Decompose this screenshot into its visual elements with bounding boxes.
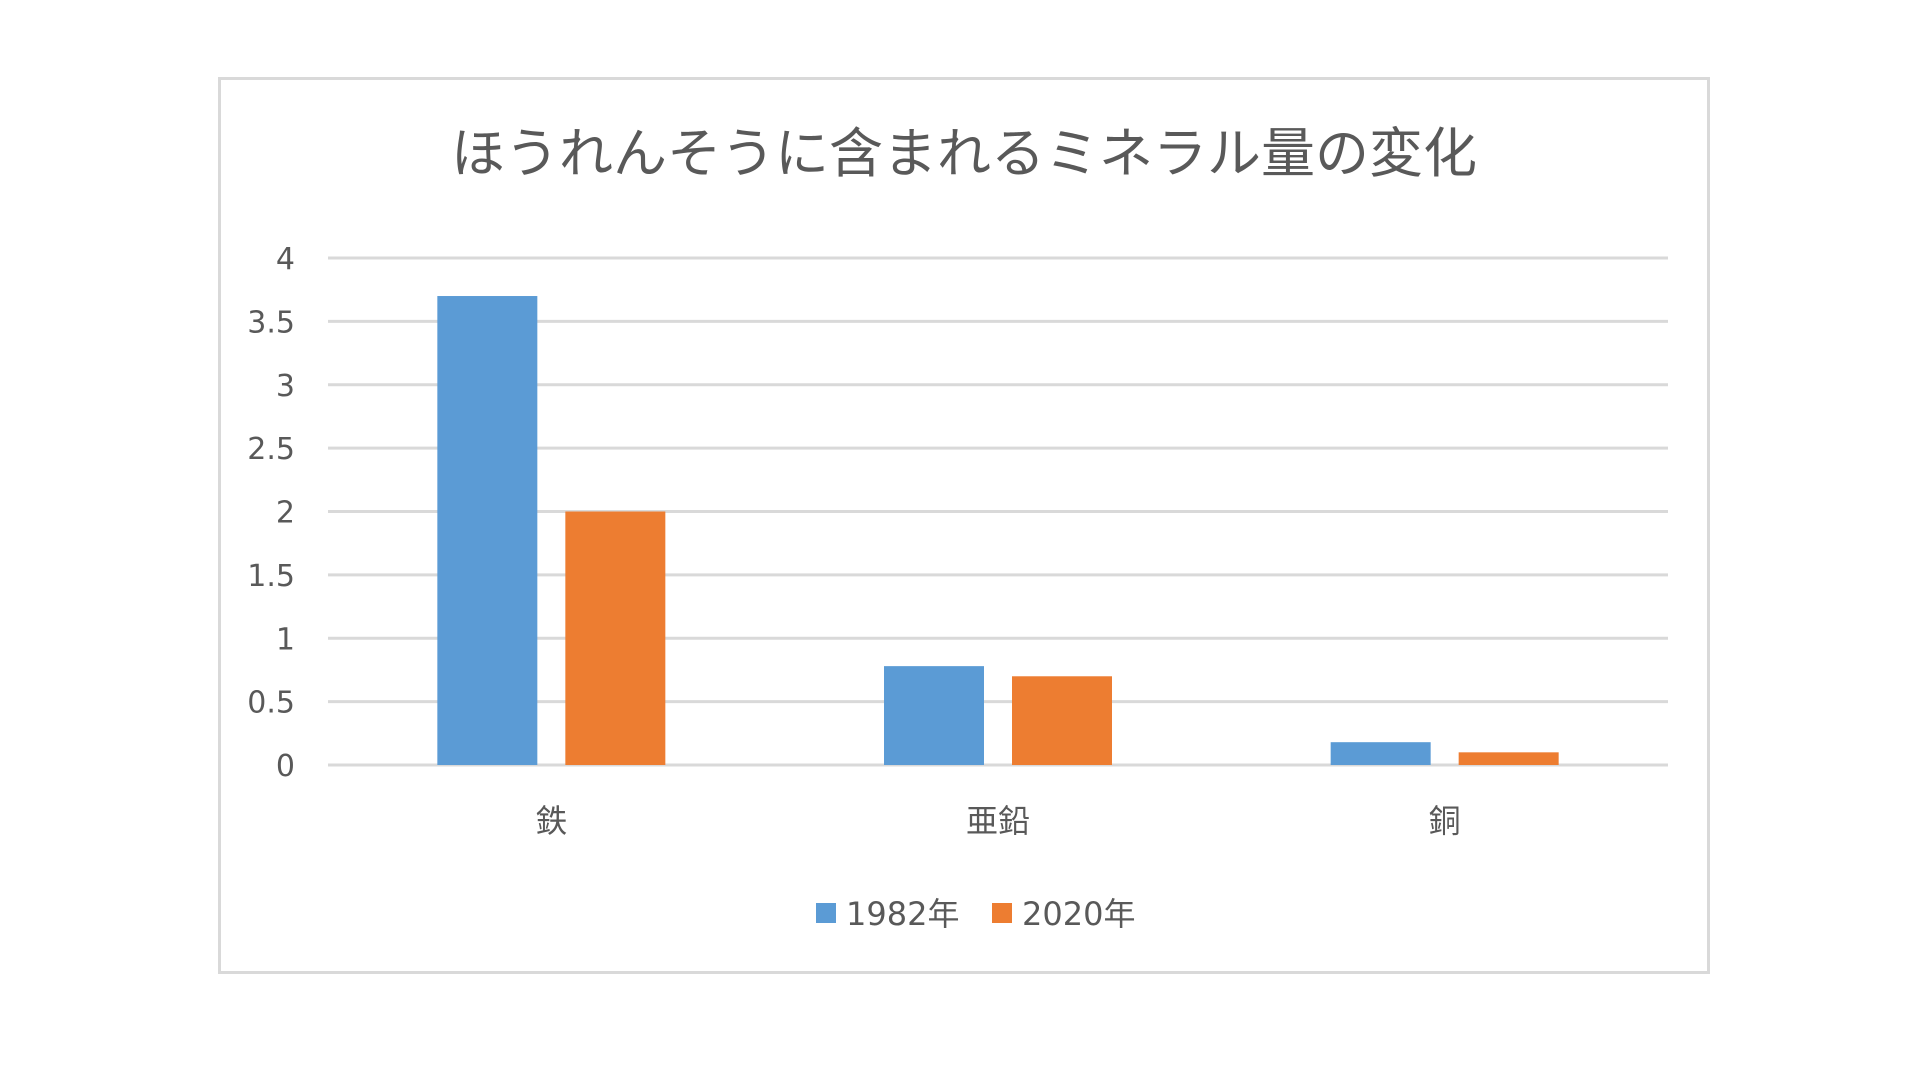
legend-label: 1982年	[846, 895, 959, 933]
legend-swatch	[816, 903, 836, 923]
bar-series1-2	[1330, 742, 1431, 765]
legend: 1982年 2020年	[816, 895, 1135, 933]
y-tick-label: 1	[276, 622, 295, 657]
legend-swatch	[992, 903, 1012, 923]
gridlines	[328, 256, 1668, 767]
x-category-label: 銅	[1429, 802, 1461, 840]
bar-series1-0	[437, 296, 538, 765]
y-tick-label: 0	[276, 749, 295, 784]
y-tick-label: 3.5	[247, 305, 295, 340]
bar-series2-1	[1012, 676, 1112, 765]
legend-item: 1982年	[816, 895, 959, 933]
x-axis-categories: 鉄 亜鉛 銅	[535, 802, 1460, 840]
bar-series2-2	[1458, 752, 1559, 765]
bar-series1-1	[884, 666, 984, 765]
chart-title: ほうれんそうに含まれるミネラル量の変化	[451, 122, 1477, 185]
legend-item: 2020年	[992, 895, 1135, 933]
x-category-label: 亜鉛	[966, 802, 1030, 840]
bar-series2-0	[565, 511, 666, 765]
y-tick-label: 0.5	[247, 686, 295, 721]
y-axis-ticks: 0 0.5 1 1.5 2 2.5 3 3.5 4	[247, 242, 295, 784]
y-tick-label: 2	[276, 496, 295, 531]
x-category-label: 鉄	[535, 802, 567, 840]
y-tick-label: 3	[276, 369, 295, 404]
y-tick-label: 2.5	[247, 432, 295, 467]
y-tick-label: 4	[276, 242, 295, 277]
bars	[437, 296, 1559, 765]
y-tick-label: 1.5	[247, 559, 295, 594]
legend-label: 2020年	[1022, 895, 1135, 933]
